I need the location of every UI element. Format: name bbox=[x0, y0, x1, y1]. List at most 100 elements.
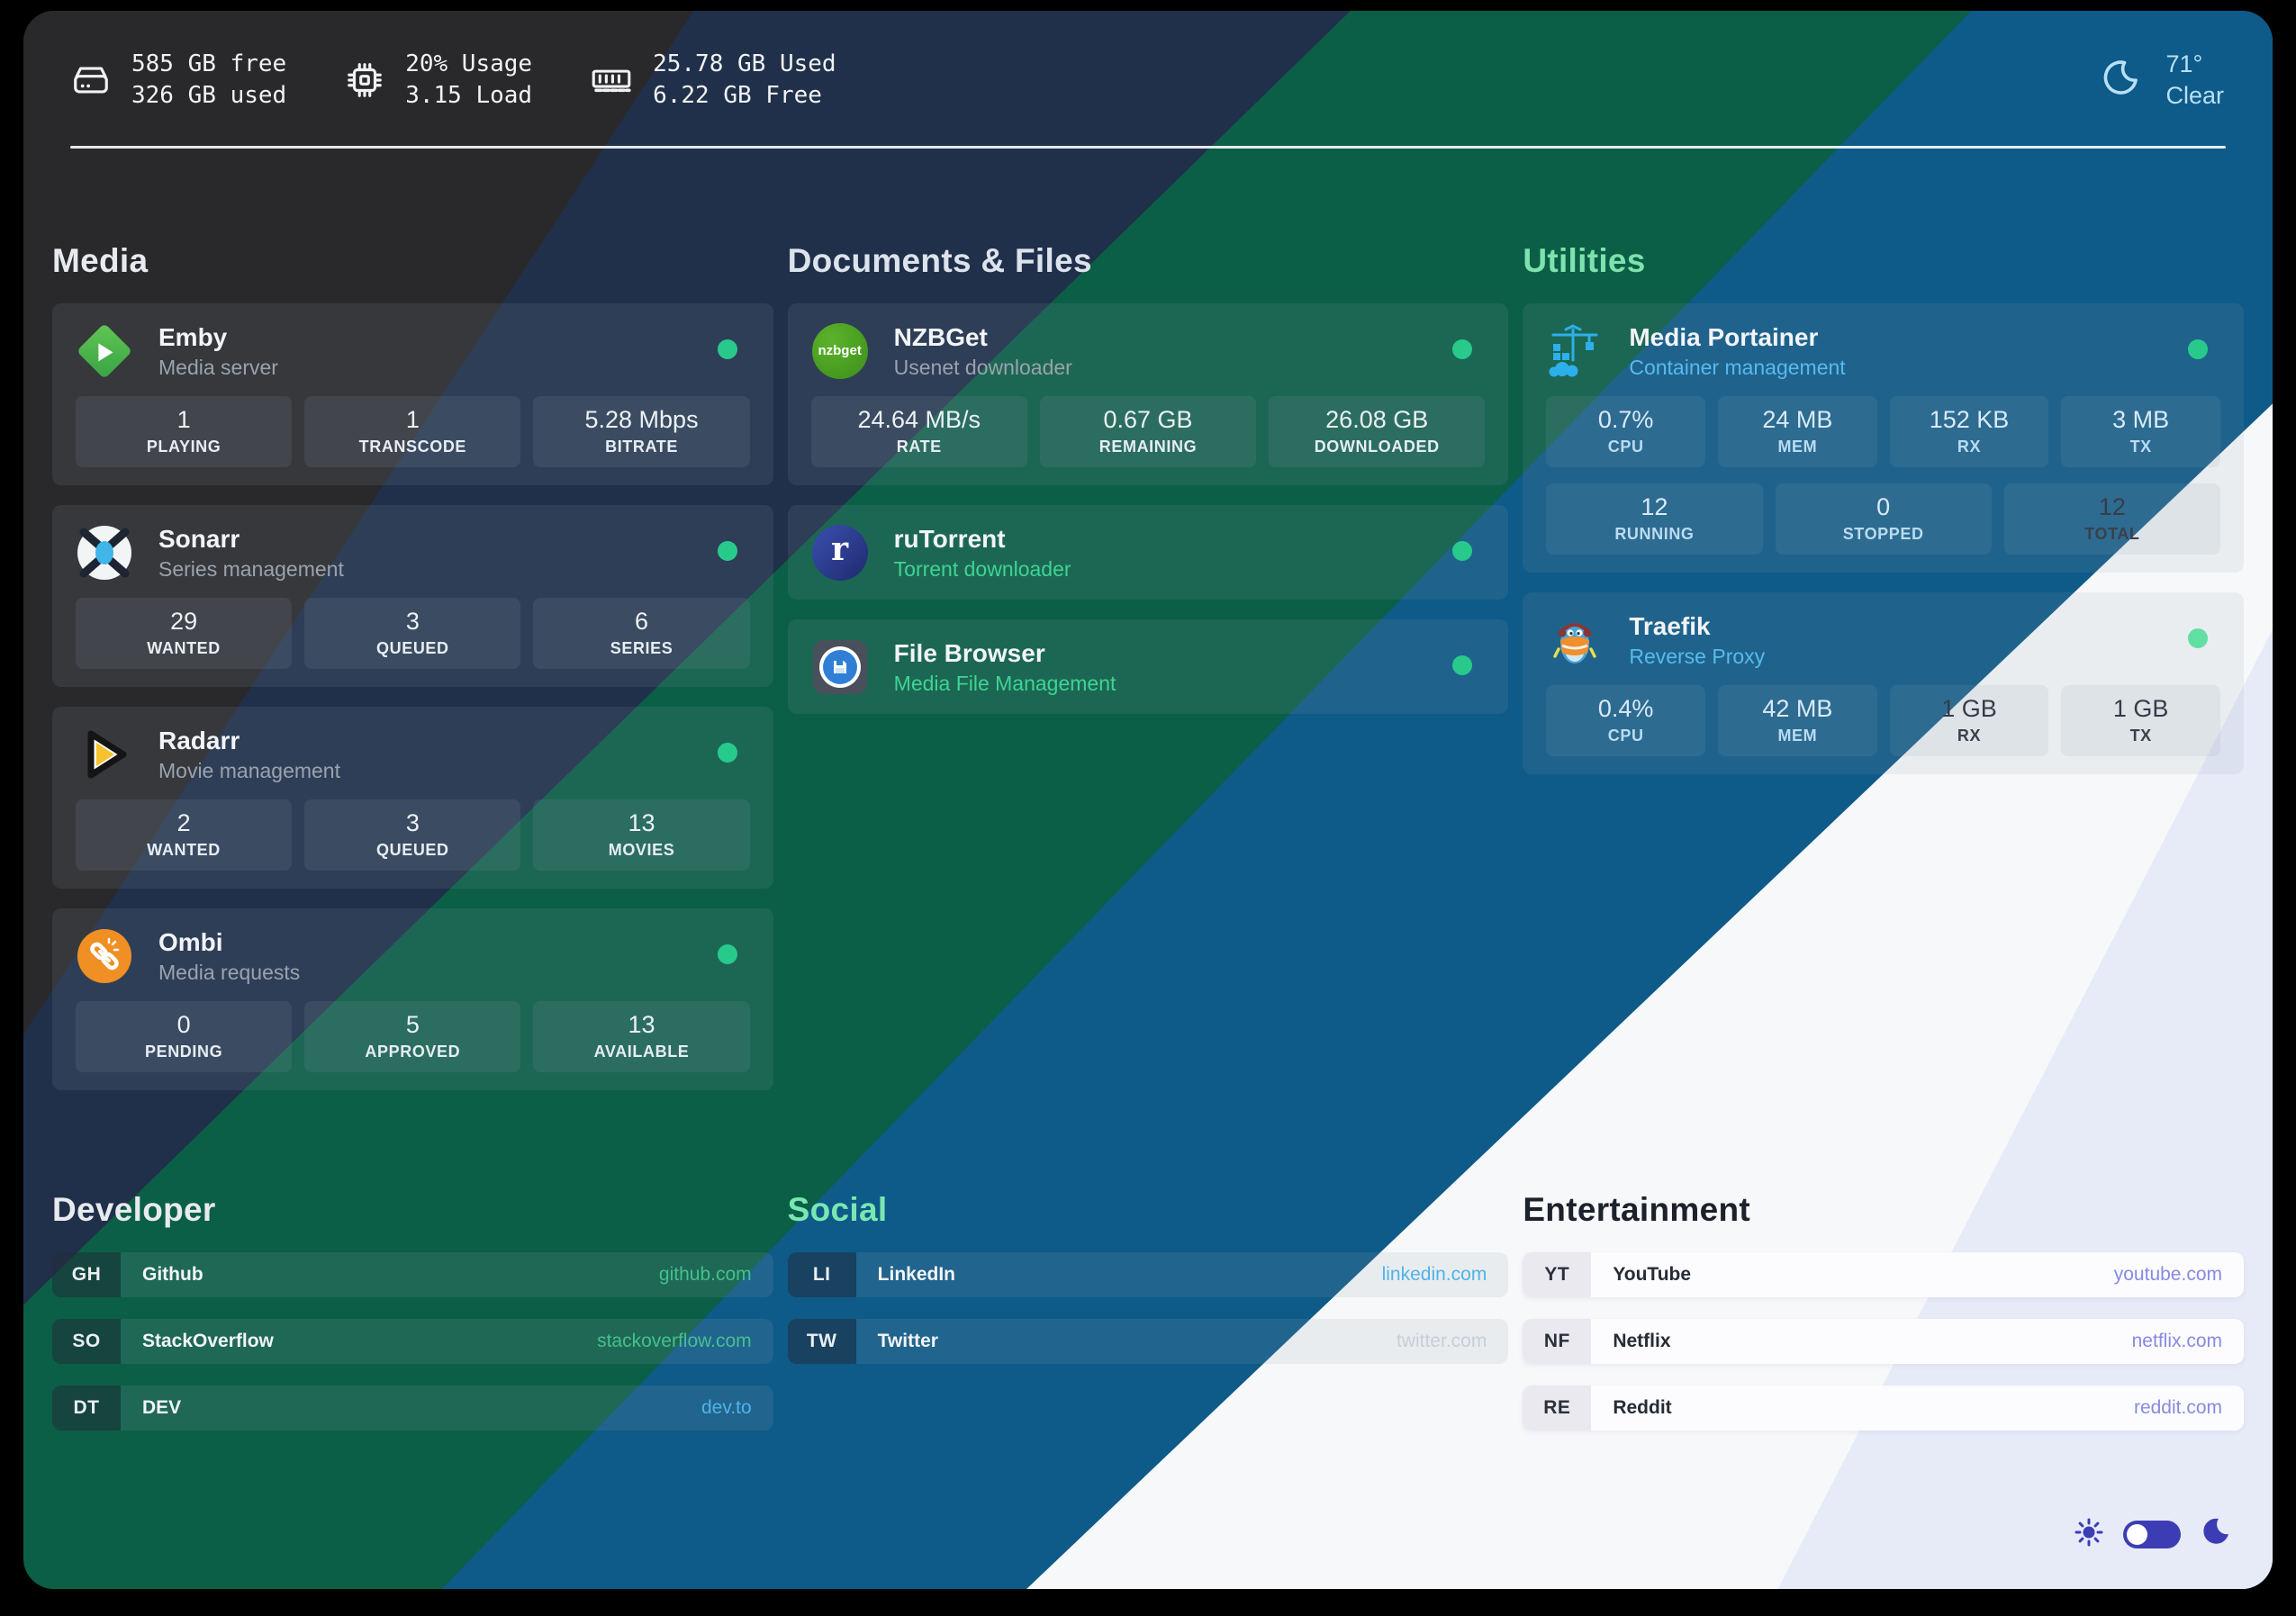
cpu-icon bbox=[344, 59, 385, 101]
link-linkedin[interactable]: LI LinkedIn linkedin.com bbox=[787, 1252, 1509, 1298]
topbar-separator bbox=[70, 146, 2226, 149]
ombi-icon bbox=[76, 927, 133, 985]
section-title-social: Social bbox=[787, 1191, 888, 1229]
link-url: dev.to bbox=[701, 1397, 752, 1419]
nzbget-icon: nzbget bbox=[811, 322, 869, 380]
rutorrent-icon: r bbox=[811, 524, 869, 582]
link-twitter[interactable]: TW Twitter twitter.com bbox=[787, 1319, 1509, 1365]
moon-icon[interactable] bbox=[2199, 1516, 2231, 1553]
status-dot bbox=[1452, 655, 1473, 676]
link-name: LinkedIn bbox=[877, 1264, 955, 1286]
stat-stopped: 0 STOPPED bbox=[1775, 483, 1992, 555]
section-title-developer: Developer bbox=[52, 1191, 216, 1229]
weather-condition: Clear bbox=[2165, 82, 2224, 110]
stat-running: 12 RUNNING bbox=[1546, 483, 1763, 555]
service-title: Media Portainer bbox=[1629, 323, 1819, 352]
service-subtitle: Media server bbox=[158, 356, 278, 380]
top-status-bar: 585 GB free 326 GB used 20% Usage 3.15 Loa… bbox=[23, 11, 2273, 112]
service-title: Sonarr bbox=[158, 525, 240, 554]
weather-temp: 71° bbox=[2165, 50, 2203, 77]
link-prefix: GH bbox=[52, 1252, 121, 1298]
link-netflix[interactable]: NF Netflix netflix.com bbox=[1523, 1319, 2244, 1365]
status-dot bbox=[1452, 339, 1473, 360]
link-youtube[interactable]: YT YouTube youtube.com bbox=[1523, 1252, 2244, 1298]
sonarr-icon bbox=[76, 524, 133, 582]
status-dot bbox=[2188, 628, 2208, 649]
service-title: Traefik bbox=[1629, 612, 1711, 641]
service-card-portainer[interactable]: Media Portainer Container management 0.7… bbox=[1523, 303, 2244, 573]
service-title: Radarr bbox=[158, 727, 240, 755]
link-prefix: DT bbox=[52, 1386, 121, 1431]
stat-rate: 24.64 MB/s RATE bbox=[810, 396, 1027, 468]
link-reddit[interactable]: RE Reddit reddit.com bbox=[1523, 1386, 2244, 1431]
service-subtitle: Reverse Proxy bbox=[1629, 645, 1766, 669]
status-dot bbox=[717, 944, 737, 965]
link-prefix: SO bbox=[52, 1319, 121, 1365]
service-title: Emby bbox=[158, 323, 228, 352]
link-url: netflix.com bbox=[2131, 1331, 2222, 1352]
service-card-rutorrent[interactable]: r ruTorrent Torrent downloader bbox=[787, 505, 1509, 600]
link-prefix: RE bbox=[1523, 1386, 1592, 1431]
dashboard-page: 585 GB free 326 GB used 20% Usage 3.15 Loa… bbox=[23, 11, 2273, 1589]
service-card-emby[interactable]: Emby Media server 1 PLAYING 1 TRANSCODE 5.… bbox=[52, 303, 773, 486]
radarr-icon bbox=[76, 726, 133, 783]
ram-free: 6.22 GB Free bbox=[653, 82, 822, 110]
disk-usage-stat: 585 GB free 326 GB used bbox=[70, 49, 286, 112]
disk-used: 326 GB used bbox=[131, 82, 287, 110]
cpu-load: 3.15 Load bbox=[405, 82, 533, 110]
service-title: File Browser bbox=[893, 639, 1045, 668]
link-github[interactable]: GH Github github.com bbox=[52, 1252, 773, 1298]
service-card-radarr[interactable]: Radarr Movie management 2 WANTED 3 QUEUED … bbox=[52, 707, 773, 889]
link-name: StackOverflow bbox=[142, 1331, 274, 1352]
section-developer: Developer GH Github github.com SO StackO… bbox=[52, 1191, 773, 1431]
link-prefix: YT bbox=[1523, 1252, 1592, 1298]
link-url: twitter.com bbox=[1396, 1331, 1487, 1352]
link-name: Twitter bbox=[877, 1331, 938, 1352]
link-stackoverflow[interactable]: SO StackOverflow stackoverflow.com bbox=[52, 1319, 773, 1365]
service-card-filebrowser[interactable]: File Browser Media File Management bbox=[787, 619, 1509, 715]
link-prefix: NF bbox=[1523, 1319, 1592, 1365]
stat-pending: 0 PENDING bbox=[76, 1001, 293, 1073]
stat-remaining: 0.67 GB REMAINING bbox=[1039, 396, 1257, 468]
stat-playing: 1 PLAYING bbox=[76, 396, 293, 468]
stat-mem: 24 MB MEM bbox=[1718, 396, 1877, 468]
service-card-nzbget[interactable]: nzbget NZBGet Usenet downloader 24.64 MB… bbox=[787, 303, 1509, 486]
service-title: NZBGet bbox=[893, 323, 988, 352]
link-url: github.com bbox=[658, 1264, 752, 1286]
service-subtitle: Series management bbox=[158, 557, 344, 582]
stat-queued: 3 QUEUED bbox=[304, 598, 521, 670]
stat-bitrate: 5.28 Mbps BITRATE bbox=[533, 396, 750, 468]
link-name: DEV bbox=[142, 1397, 182, 1419]
section-title-documents: Documents & Files bbox=[787, 242, 1092, 280]
section-social: Social LI LinkedIn linkedin.com TW Twitt… bbox=[787, 1191, 1509, 1431]
stat-approved: 5 APPROVED bbox=[304, 1001, 521, 1073]
theme-toggle-switch[interactable] bbox=[2123, 1521, 2181, 1548]
cpu-usage-stat: 20% Usage 3.15 Load bbox=[344, 49, 532, 112]
section-entertainment: Entertainment YT YouTube youtube.com NF … bbox=[1523, 1191, 2244, 1431]
service-subtitle: Media File Management bbox=[893, 672, 1116, 696]
portainer-icon bbox=[1546, 322, 1604, 380]
ram-used: 25.78 GB Used bbox=[653, 50, 836, 77]
service-card-sonarr[interactable]: Sonarr Series management 29 WANTED 3 QUEUE… bbox=[52, 505, 773, 688]
cpu-usage: 20% Usage bbox=[405, 50, 533, 77]
section-media: Media Emby Media server 1 PLAYING bbox=[52, 242, 773, 1091]
sun-icon[interactable] bbox=[2073, 1516, 2105, 1553]
link-dev[interactable]: DT DEV dev.to bbox=[52, 1386, 773, 1431]
stat-transcode: 1 TRANSCODE bbox=[304, 396, 521, 468]
service-subtitle: Usenet downloader bbox=[893, 356, 1072, 380]
weather-widget: 71° Clear bbox=[2097, 49, 2237, 112]
service-card-traefik[interactable]: Traefik Reverse Proxy 0.4% CPU 42 MB MEM 1… bbox=[1523, 592, 2244, 775]
status-dot bbox=[717, 743, 737, 763]
link-name: YouTube bbox=[1613, 1264, 1692, 1286]
stat-total: 12 TOTAL bbox=[2003, 483, 2220, 555]
link-name: Reddit bbox=[1613, 1397, 1672, 1419]
link-url: linkedin.com bbox=[1381, 1264, 1487, 1286]
status-dot bbox=[1452, 541, 1473, 562]
stat-cpu: 0.4% CPU bbox=[1546, 685, 1705, 757]
link-url: stackoverflow.com bbox=[597, 1331, 752, 1352]
service-card-ombi[interactable]: Ombi Media requests 0 PENDING 5 APPROVED 1… bbox=[52, 908, 773, 1091]
emby-icon bbox=[76, 322, 133, 380]
link-name: Github bbox=[142, 1264, 203, 1286]
theme-switcher bbox=[2073, 1516, 2231, 1553]
section-title-entertainment: Entertainment bbox=[1523, 1191, 1750, 1229]
